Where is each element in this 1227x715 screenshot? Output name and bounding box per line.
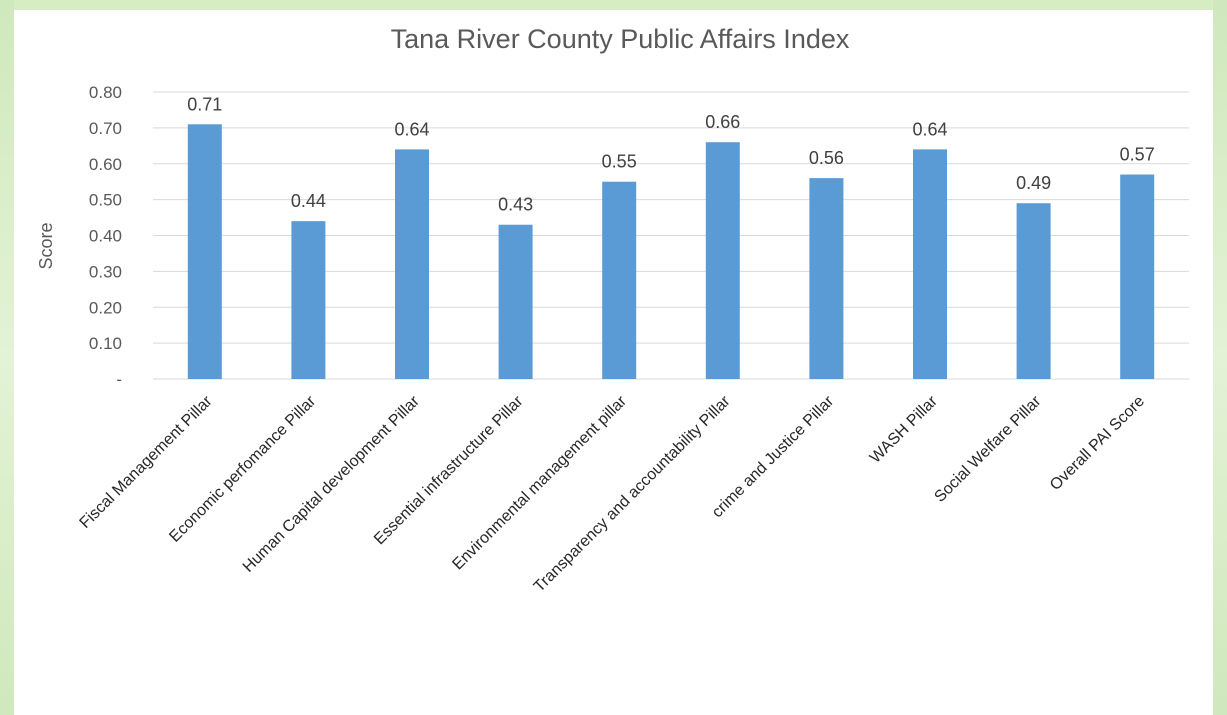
x-category-label: Social Welfare Pillar [931, 392, 1045, 506]
y-tick-label: 0.70 [89, 119, 122, 138]
gridlines [153, 91, 1189, 380]
y-axis-label: Score [36, 222, 56, 269]
y-tick-label: 0.40 [89, 227, 122, 246]
bar [395, 149, 429, 379]
y-tick-label: 0.60 [89, 155, 122, 174]
x-category-label: Human Capital development Pillar [240, 392, 424, 576]
chart-area: Tana River County Public Affairs Index S… [14, 10, 1213, 715]
data-label: 0.64 [912, 119, 947, 139]
frame-top-border [0, 0, 1227, 10]
chart-title: Tana River County Public Affairs Index [391, 24, 850, 54]
x-category-label: crime and Justice Pillar [709, 392, 838, 521]
y-tick-label: 0.80 [89, 83, 122, 102]
data-labels: 0.71 0.44 0.64 0.43 0.55 0.66 0.56 0.64 0.49 0.57 [187, 94, 1154, 214]
bar-chart: Tana River County Public Affairs Index S… [36, 24, 1189, 596]
bar [291, 221, 326, 379]
bar [498, 224, 533, 379]
y-tick-label: 0.50 [89, 191, 122, 210]
data-label: 0.57 [1120, 145, 1155, 165]
y-tick-label: 0.30 [89, 262, 122, 281]
bar [187, 124, 222, 379]
y-tick-label: 0.20 [89, 298, 122, 317]
data-label: 0.66 [705, 112, 740, 132]
data-label: 0.49 [1016, 173, 1051, 193]
y-tick-label: 0.10 [89, 334, 122, 353]
bar [1120, 174, 1155, 379]
bar [602, 181, 637, 379]
x-category-label: Environmental management pillar [449, 392, 630, 573]
bars [187, 124, 1155, 379]
x-category-label: Overall PAI Score [1047, 393, 1148, 494]
frame-left-border [0, 0, 14, 715]
bar [1016, 203, 1051, 379]
data-label: 0.43 [498, 195, 533, 215]
x-category-label: WASH Pillar [867, 392, 941, 466]
y-tick-label: - [116, 370, 122, 389]
bar [809, 178, 844, 379]
bar [705, 142, 740, 379]
data-label: 0.71 [187, 94, 222, 114]
frame-right-border [1213, 0, 1227, 715]
x-category-label: Transparency and accountability Pillar [531, 392, 734, 595]
y-axis-ticks: - 0.10 0.20 0.30 0.40 0.50 0.60 0.70 0.80 [89, 83, 122, 389]
data-label: 0.55 [602, 152, 637, 172]
data-label: 0.44 [291, 191, 326, 211]
bar [913, 149, 947, 379]
data-label: 0.64 [394, 119, 429, 139]
data-label: 0.56 [809, 148, 844, 168]
